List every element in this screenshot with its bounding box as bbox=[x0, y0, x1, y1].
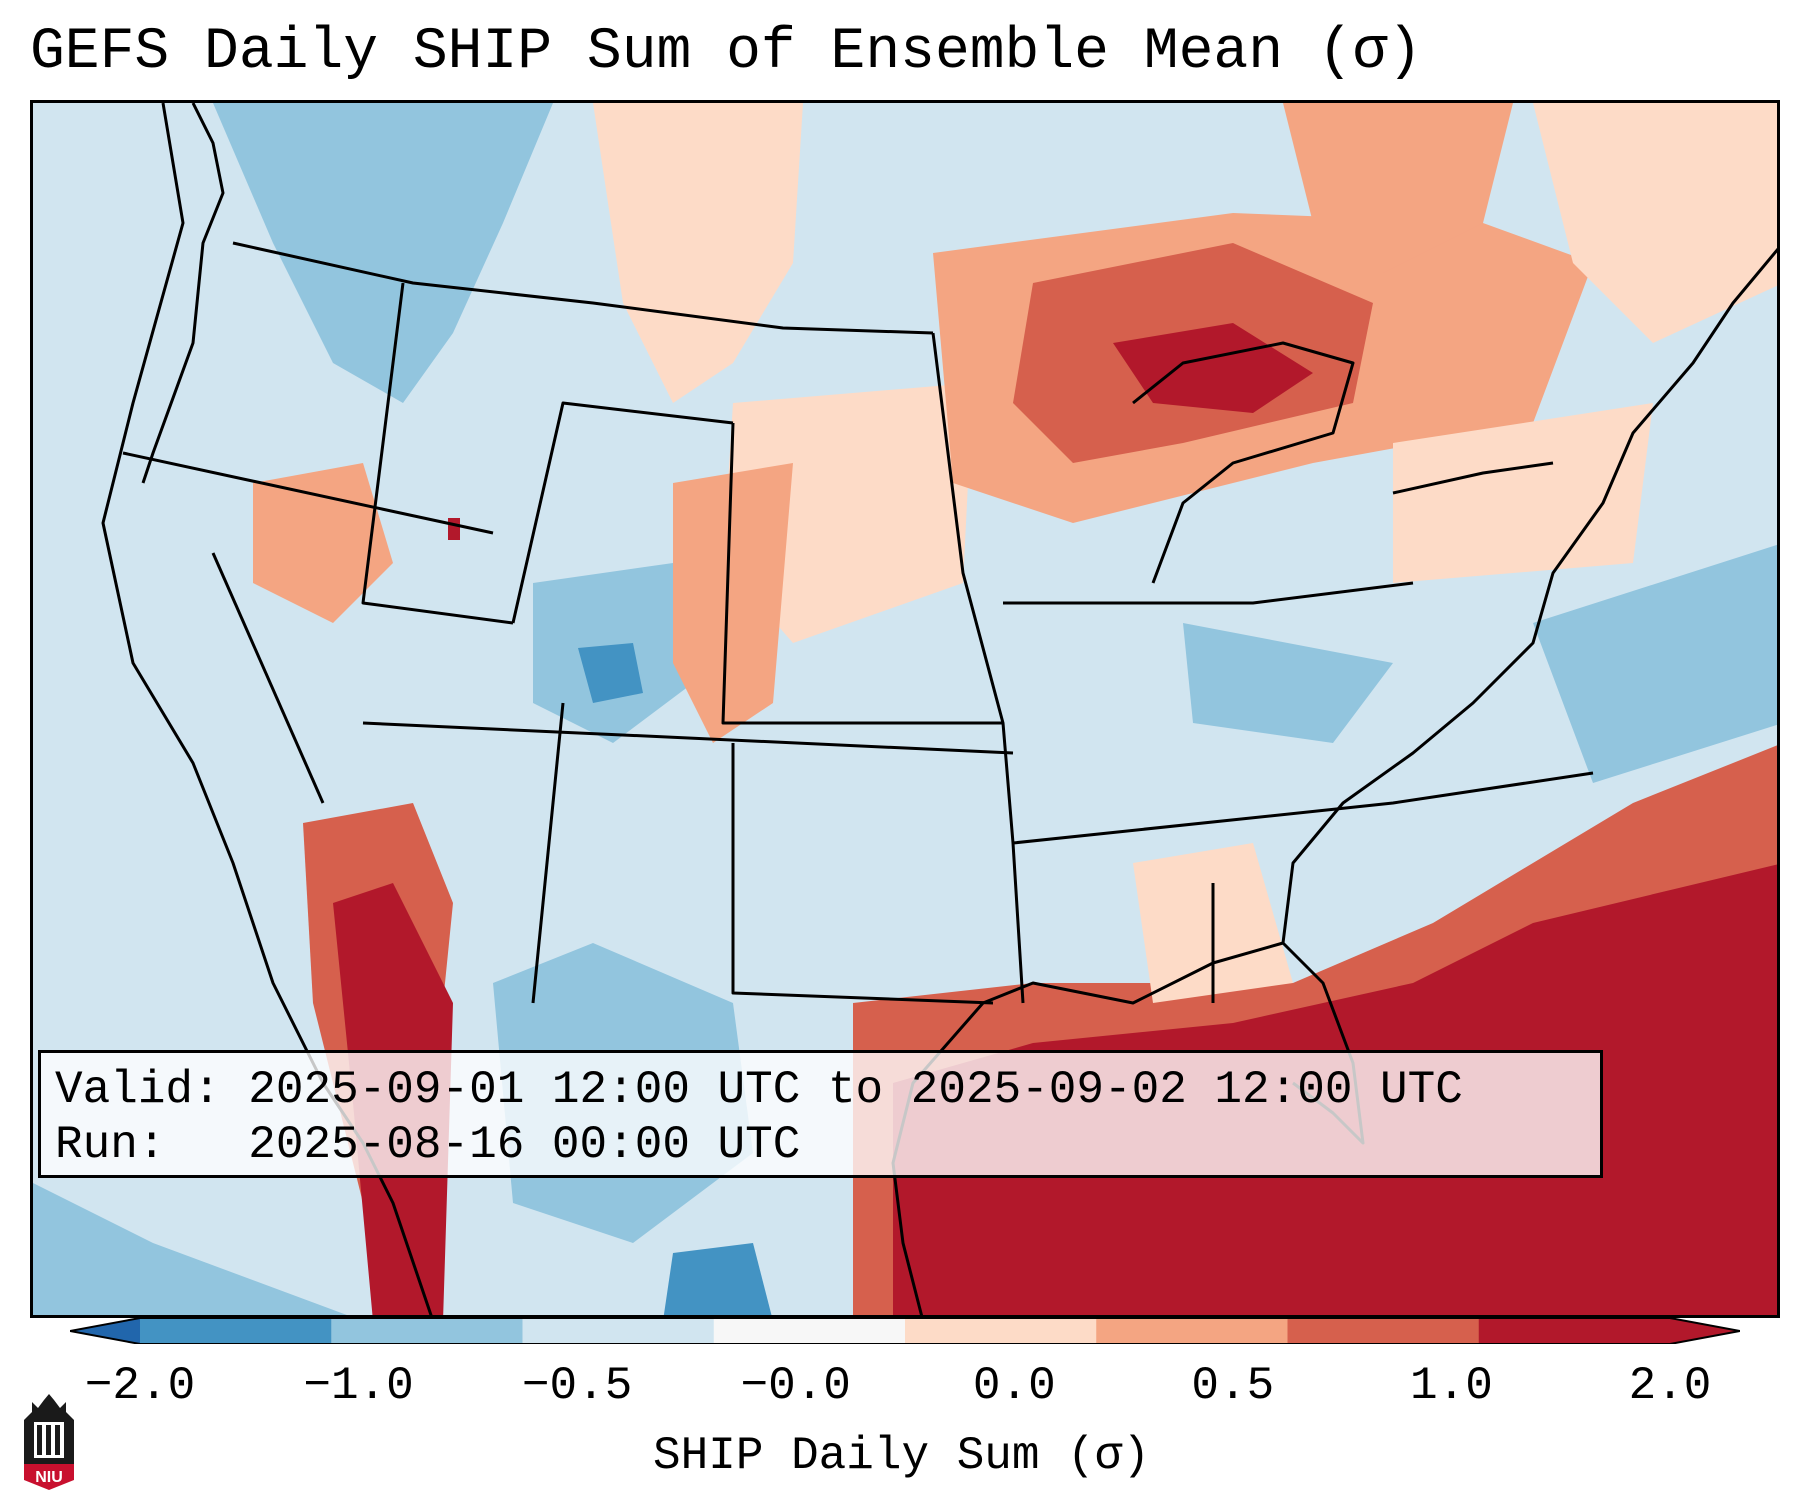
tennessee-border bbox=[1012, 771, 1594, 845]
colorbar-extend-low bbox=[70, 1318, 140, 1344]
colorbar-tick-label: −0.0 bbox=[740, 1360, 851, 1412]
ontario-positive bbox=[1283, 103, 1513, 273]
run-time: 2025-08-16 00:00 UTC bbox=[248, 1119, 801, 1171]
montana-positive bbox=[593, 103, 803, 403]
california-nevada-border bbox=[211, 552, 325, 804]
northwest-coastline bbox=[141, 103, 225, 484]
high-plains-positive bbox=[673, 463, 793, 743]
colorbar-tick-label: 0.5 bbox=[1191, 1360, 1275, 1412]
atlantic-negative-band bbox=[1533, 544, 1777, 783]
run-time-row: Run: 2025-08-16 00:00 UTC bbox=[55, 1118, 1586, 1173]
colorbar-tick-label: 0.0 bbox=[972, 1360, 1056, 1412]
niu-logo-icon: NIU bbox=[24, 1394, 74, 1490]
colorbar-segment bbox=[905, 1318, 1097, 1344]
pacific-southwest-negative bbox=[33, 1183, 347, 1315]
logo-shield bbox=[24, 1464, 74, 1490]
mid-atlantic-positive bbox=[1393, 403, 1653, 583]
colorado-kansas-border bbox=[721, 422, 1003, 725]
colorbar-tick-label: 2.0 bbox=[1628, 1360, 1712, 1412]
oregon-idaho-border bbox=[122, 451, 494, 535]
colorbar-tick-label: −1.0 bbox=[303, 1360, 414, 1412]
colorbar-tick-label: 1.0 bbox=[1410, 1360, 1493, 1412]
ohio-valley-negative bbox=[1183, 623, 1393, 743]
colorbar-segment bbox=[713, 1318, 906, 1344]
colorbar-segment bbox=[1478, 1318, 1671, 1344]
colorbar-segments bbox=[140, 1318, 1671, 1344]
colorbar-tick-label: −0.5 bbox=[521, 1360, 633, 1412]
iowa-ohio-border bbox=[1003, 581, 1414, 605]
four-corners-latitude-border bbox=[362, 721, 1014, 755]
pacific-northwest-negative bbox=[213, 103, 553, 403]
colorbar-segment bbox=[1096, 1318, 1288, 1344]
colorbar-tick-labels: −2.0 −1.0 −0.5 −0.0 0.0 0.5 1.0 2.0 bbox=[0, 1360, 1803, 1420]
colorbar-tick-label: −2.0 bbox=[84, 1360, 196, 1412]
run-label: Run: bbox=[55, 1119, 166, 1171]
colorbar-axis-label: SHIP Daily Sum (σ) bbox=[653, 1430, 1150, 1482]
colorbar-segment bbox=[140, 1318, 332, 1344]
mexico-south-negative bbox=[663, 1243, 772, 1315]
plains-positive bbox=[723, 383, 973, 643]
wyoming-border bbox=[511, 401, 734, 624]
canada-border-west bbox=[232, 241, 934, 335]
east-coastline bbox=[1281, 247, 1777, 944]
valid-time-row: Valid: 2025-09-01 12:00 UTC to 2025-09-0… bbox=[55, 1063, 1586, 1118]
texas-border bbox=[731, 743, 994, 1005]
valid-label: Valid: bbox=[55, 1064, 221, 1116]
map-title: GEFS Daily SHIP Sum of Ensemble Mean (σ) bbox=[30, 20, 1423, 85]
colorbar-segment bbox=[331, 1318, 523, 1344]
validity-info-box: Valid: 2025-09-01 12:00 UTC to 2025-09-0… bbox=[38, 1050, 1603, 1178]
mississippi-valley-border bbox=[931, 332, 1025, 1004]
utah-strong-positive-cell bbox=[448, 518, 460, 540]
logo-text: NIU bbox=[35, 1469, 63, 1486]
great-lakes-outline bbox=[1132, 341, 1355, 584]
lake-erie-outline bbox=[1392, 461, 1554, 495]
colorado-strong-negative bbox=[578, 643, 643, 703]
valid-time-range: 2025-09-01 12:00 UTC to 2025-09-02 12:00… bbox=[248, 1064, 1463, 1116]
arizona-new-mexico-border bbox=[531, 702, 565, 1004]
colorbar-extend-high bbox=[1670, 1318, 1740, 1344]
new-england-positive bbox=[1533, 103, 1777, 343]
colorbar bbox=[70, 1318, 1740, 1344]
idaho-nevada-utah-border bbox=[361, 282, 514, 625]
colorbar-segment bbox=[1287, 1318, 1480, 1344]
colorbar-segment bbox=[522, 1318, 715, 1344]
